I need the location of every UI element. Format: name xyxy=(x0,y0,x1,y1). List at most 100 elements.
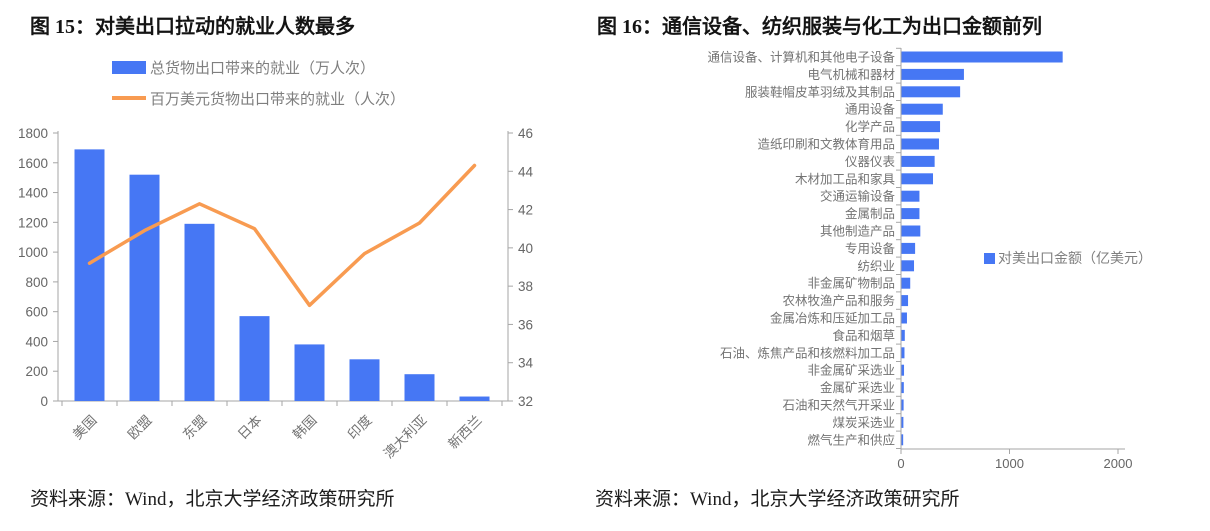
category-label: 通用设备 xyxy=(845,102,896,117)
figure-15-legend: 总货物出口带来的就业（万人次） 百万美元货物出口带来的就业（人次） xyxy=(112,58,405,120)
right-axis-tick-label: 34 xyxy=(518,356,534,371)
category-label: 化学产品 xyxy=(845,119,895,134)
value-axis-tick-label: 0 xyxy=(897,456,904,471)
figure-16-legend: 对美出口金额（亿美元） xyxy=(984,248,1152,268)
category-label: 煤炭采选业 xyxy=(832,416,895,430)
bar xyxy=(901,68,964,80)
figure-16: 图 16：通信设备、纺织服装与化工为出口金额前列 通信设备、计算机和其他电子设备… xyxy=(585,0,1210,531)
legend-item-bars: 总货物出口带来的就业（万人次） xyxy=(112,58,405,77)
bar xyxy=(901,277,911,289)
bar xyxy=(901,103,943,115)
right-axis-tick-label: 32 xyxy=(518,394,533,409)
bar xyxy=(901,121,941,133)
left-axis-tick-label: 200 xyxy=(25,364,48,379)
category-label: 金属制品 xyxy=(845,206,895,221)
figure-15-source: 资料来源：Wind，北京大学经济政策研究所 xyxy=(30,489,395,510)
right-axis-tick-label: 40 xyxy=(518,241,533,256)
right-axis-tick-label: 46 xyxy=(518,126,533,141)
export-value-by-industry-chart: 通信设备、计算机和其他电子设备电气机械和器材服装鞋帽皮革羽绒及其制品通用设备化学… xyxy=(707,47,1133,471)
bar xyxy=(901,347,905,359)
category-label: 新西兰 xyxy=(445,413,484,452)
value-axis-tick-label: 1000 xyxy=(995,456,1024,471)
bar xyxy=(74,149,105,401)
category-label: 木材加工品和家具 xyxy=(795,171,896,186)
figure-16-title: 图 16：通信设备、纺织服装与化工为出口金额前列 xyxy=(597,16,1042,38)
legend-item-line: 百万美元货物出口带来的就业（人次） xyxy=(112,89,405,108)
category-label: 仪器仪表 xyxy=(845,155,896,169)
value-axis-tick-label: 2000 xyxy=(1104,456,1133,471)
category-label: 美国 xyxy=(70,413,100,443)
category-label: 食品和烟草 xyxy=(832,328,895,343)
left-axis-tick-label: 600 xyxy=(25,305,48,320)
export-series-swatch-icon xyxy=(984,252,995,264)
category-label: 金属冶炼和压延加工品 xyxy=(770,311,895,326)
bar xyxy=(901,382,904,394)
bar xyxy=(404,374,435,401)
bar xyxy=(349,359,380,401)
bar xyxy=(184,223,215,401)
category-label: 专用设备 xyxy=(845,241,896,256)
category-label: 通信设备、计算机和其他电子设备 xyxy=(707,50,895,65)
bar xyxy=(901,295,909,307)
category-label: 交通运输设备 xyxy=(820,189,896,204)
left-axis-tick-label: 1600 xyxy=(18,156,48,171)
category-label: 电气机械和器材 xyxy=(807,67,895,82)
bar xyxy=(901,190,920,202)
bar-series-swatch-icon xyxy=(112,60,146,74)
bar xyxy=(901,416,904,428)
category-label: 非金属矿采选业 xyxy=(807,363,895,378)
category-label: 欧盟 xyxy=(125,413,155,443)
line-series-swatch-icon xyxy=(112,96,146,100)
right-axis-tick-label: 42 xyxy=(518,203,533,218)
category-label: 澳大利亚 xyxy=(381,413,430,462)
left-axis-tick-label: 400 xyxy=(25,334,48,349)
left-axis-tick-label: 800 xyxy=(25,275,48,290)
category-label: 石油、炼焦产品和核燃料加工品 xyxy=(720,345,895,360)
line-series xyxy=(87,163,477,308)
right-axis-tick-label: 36 xyxy=(518,317,533,332)
bar xyxy=(901,51,1063,63)
bar xyxy=(294,344,325,401)
category-label: 石油和天然气开采业 xyxy=(782,398,895,413)
category-label: 韩国 xyxy=(290,413,320,443)
left-axis-tick-label: 1000 xyxy=(18,245,48,260)
right-axis-tick-label: 44 xyxy=(518,164,534,179)
category-label: 非金属矿物制品 xyxy=(807,276,895,291)
bar xyxy=(901,225,921,237)
bar xyxy=(901,434,904,446)
bar xyxy=(901,138,939,150)
category-label: 东盟 xyxy=(180,413,210,443)
category-label: 金属矿采选业 xyxy=(820,380,895,395)
bar xyxy=(901,155,935,167)
category-label: 日本 xyxy=(235,412,265,442)
category-label: 印度 xyxy=(345,413,375,443)
bar xyxy=(901,260,915,272)
left-axis-tick-label: 1800 xyxy=(18,126,48,141)
right-axis-tick-label: 38 xyxy=(518,279,533,294)
figure-15: 图 15：对美出口拉动的就业人数最多 总货物出口带来的就业（万人次） 百万美元货… xyxy=(0,0,585,531)
left-axis-tick-label: 0 xyxy=(40,394,48,409)
bar xyxy=(459,396,490,401)
bar xyxy=(901,242,916,254)
figure-15-title: 图 15：对美出口拉动的就业人数最多 xyxy=(30,16,355,38)
bar xyxy=(901,208,920,220)
figure-16-source: 资料来源：Wind，北京大学经济政策研究所 xyxy=(595,489,960,510)
left-axis-tick-label: 1400 xyxy=(18,186,48,201)
bar xyxy=(239,316,270,401)
category-label: 纺织业 xyxy=(857,259,895,273)
bar xyxy=(129,174,160,401)
bar xyxy=(901,312,907,324)
bar xyxy=(901,399,904,411)
bar xyxy=(901,86,961,98)
bar-series-label: 总货物出口带来的就业（万人次） xyxy=(150,59,376,77)
employment-by-destination-chart: 0 200 400 600 800 1000 1200 1400 1600 1800 32 34 36 3… xyxy=(18,126,534,462)
bar xyxy=(901,364,905,376)
category-label: 其他制造产品 xyxy=(820,225,895,239)
left-axis-tick-label: 1200 xyxy=(18,215,48,230)
bar xyxy=(901,329,905,341)
category-label: 服装鞋帽皮革羽绒及其制品 xyxy=(745,84,895,99)
bar xyxy=(901,173,934,185)
export-series-label: 对美出口金额（亿美元） xyxy=(998,250,1152,266)
category-label: 造纸印刷和文教体育用品 xyxy=(757,137,895,152)
category-label: 农林牧渔产品和服务 xyxy=(782,293,895,308)
